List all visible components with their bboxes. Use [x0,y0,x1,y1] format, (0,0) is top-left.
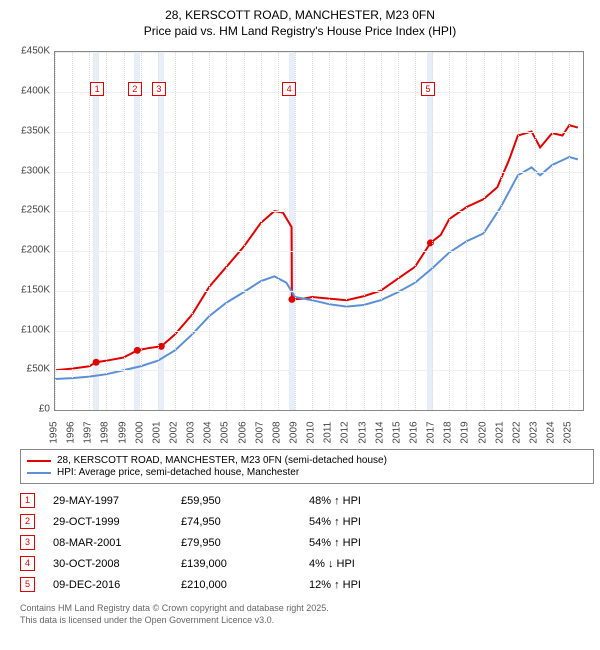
table-row: 1 29-MAY-1997 £59,950 48% ↑ HPI [20,490,590,511]
ytick-label: £200K [10,245,50,256]
table-row: 5 09-DEC-2016 £210,000 12% ↑ HPI [20,574,590,595]
xtick-label: 2011 [323,422,334,444]
xtick-label: 1997 [83,422,94,444]
xtick-label: 2006 [237,422,248,444]
legend: 28, KERSCOTT ROAD, MANCHESTER, M23 0FN (… [20,449,594,484]
xtick-label: 2020 [477,422,488,444]
footer-line1: Contains HM Land Registry data © Crown c… [20,603,590,615]
sale-marker: 1 [90,82,104,96]
sale-marker: 2 [128,82,142,96]
hpi-diff: 54% ↑ HPI [309,516,419,528]
footer-attribution: Contains HM Land Registry data © Crown c… [20,603,590,626]
xtick-label: 1998 [100,422,111,444]
xtick-label: 1999 [117,422,128,444]
series-hpi [55,157,578,379]
table-row: 2 29-OCT-1999 £74,950 54% ↑ HPI [20,511,590,532]
hpi-diff: 4% ↓ HPI [309,558,419,570]
xtick-label: 2007 [254,422,265,444]
sale-price: £59,950 [181,495,291,507]
xtick-label: 2014 [374,422,385,444]
ytick-label: £100K [10,324,50,335]
sale-marker: 5 [421,82,435,96]
sale-date: 30-OCT-2008 [53,558,163,570]
xtick-label: 2000 [134,422,145,444]
title-line2: Price paid vs. HM Land Registry's House … [10,24,590,40]
row-marker: 3 [20,535,35,550]
xtick-label: 2021 [494,422,505,444]
xtick-label: 2016 [409,422,420,444]
title-line1: 28, KERSCOTT ROAD, MANCHESTER, M23 0FN [10,8,590,24]
row-marker: 1 [20,493,35,508]
sale-price: £210,000 [181,579,291,591]
xtick-label: 2003 [186,422,197,444]
hpi-diff: 54% ↑ HPI [309,537,419,549]
sale-date: 09-DEC-2016 [53,579,163,591]
sales-table: 1 29-MAY-1997 £59,950 48% ↑ HPI 2 29-OCT-1999… [20,490,590,595]
xtick-label: 2009 [289,422,300,444]
ytick-label: £250K [10,205,50,216]
xtick-label: 2017 [426,422,437,444]
sale-date: 29-OCT-1999 [53,516,163,528]
xtick-label: 2018 [443,422,454,444]
table-row: 4 30-OCT-2008 £139,000 4% ↓ HPI [20,553,590,574]
ytick-label: £400K [10,85,50,96]
hpi-diff: 12% ↑ HPI [309,579,419,591]
sale-price: £74,950 [181,516,291,528]
plot-area: 12345 [54,51,584,411]
xtick-label: 1995 [49,422,60,444]
sale-date: 08-MAR-2001 [53,537,163,549]
xtick-label: 2015 [391,422,402,444]
xtick-label: 2004 [203,422,214,444]
legend-label: HPI: Average price, semi-detached house,… [57,467,299,478]
xtick-label: 2008 [271,422,282,444]
row-marker: 5 [20,577,35,592]
footer-line2: This data is licensed under the Open Gov… [20,615,590,627]
xtick-label: 2022 [511,422,522,444]
xtick-label: 1996 [66,422,77,444]
row-marker: 2 [20,514,35,529]
sale-marker: 3 [152,82,166,96]
legend-swatch [27,472,51,474]
xtick-label: 2005 [220,422,231,444]
sale-marker: 4 [282,82,296,96]
series-property [55,125,578,370]
xtick-label: 2010 [306,422,317,444]
sale-price: £139,000 [181,558,291,570]
ytick-label: £450K [10,46,50,57]
legend-item: HPI: Average price, semi-detached house,… [27,467,587,478]
xtick-label: 2019 [460,422,471,444]
xtick-label: 2025 [563,422,574,444]
chart-title: 28, KERSCOTT ROAD, MANCHESTER, M23 0FN P… [10,8,590,39]
chart-area: 12345 £0£50K£100K£150K£200K£250K£300K£35… [10,45,590,445]
row-marker: 4 [20,556,35,571]
sale-point [93,359,100,366]
xtick-label: 2013 [357,422,368,444]
ytick-label: £0 [10,404,50,415]
xtick-label: 2012 [340,422,351,444]
chart-lines [55,52,583,410]
xtick-label: 2023 [529,422,540,444]
legend-swatch [27,460,51,462]
xtick-label: 2001 [151,422,162,444]
legend-item: 28, KERSCOTT ROAD, MANCHESTER, M23 0FN (… [27,455,587,466]
sale-price: £79,950 [181,537,291,549]
xtick-label: 2024 [546,422,557,444]
hpi-diff: 48% ↑ HPI [309,495,419,507]
ytick-label: £150K [10,284,50,295]
legend-label: 28, KERSCOTT ROAD, MANCHESTER, M23 0FN (… [57,455,387,466]
ytick-label: £50K [10,364,50,375]
table-row: 3 08-MAR-2001 £79,950 54% ↑ HPI [20,532,590,553]
ytick-label: £350K [10,125,50,136]
ytick-label: £300K [10,165,50,176]
sale-date: 29-MAY-1997 [53,495,163,507]
xtick-label: 2002 [169,422,180,444]
